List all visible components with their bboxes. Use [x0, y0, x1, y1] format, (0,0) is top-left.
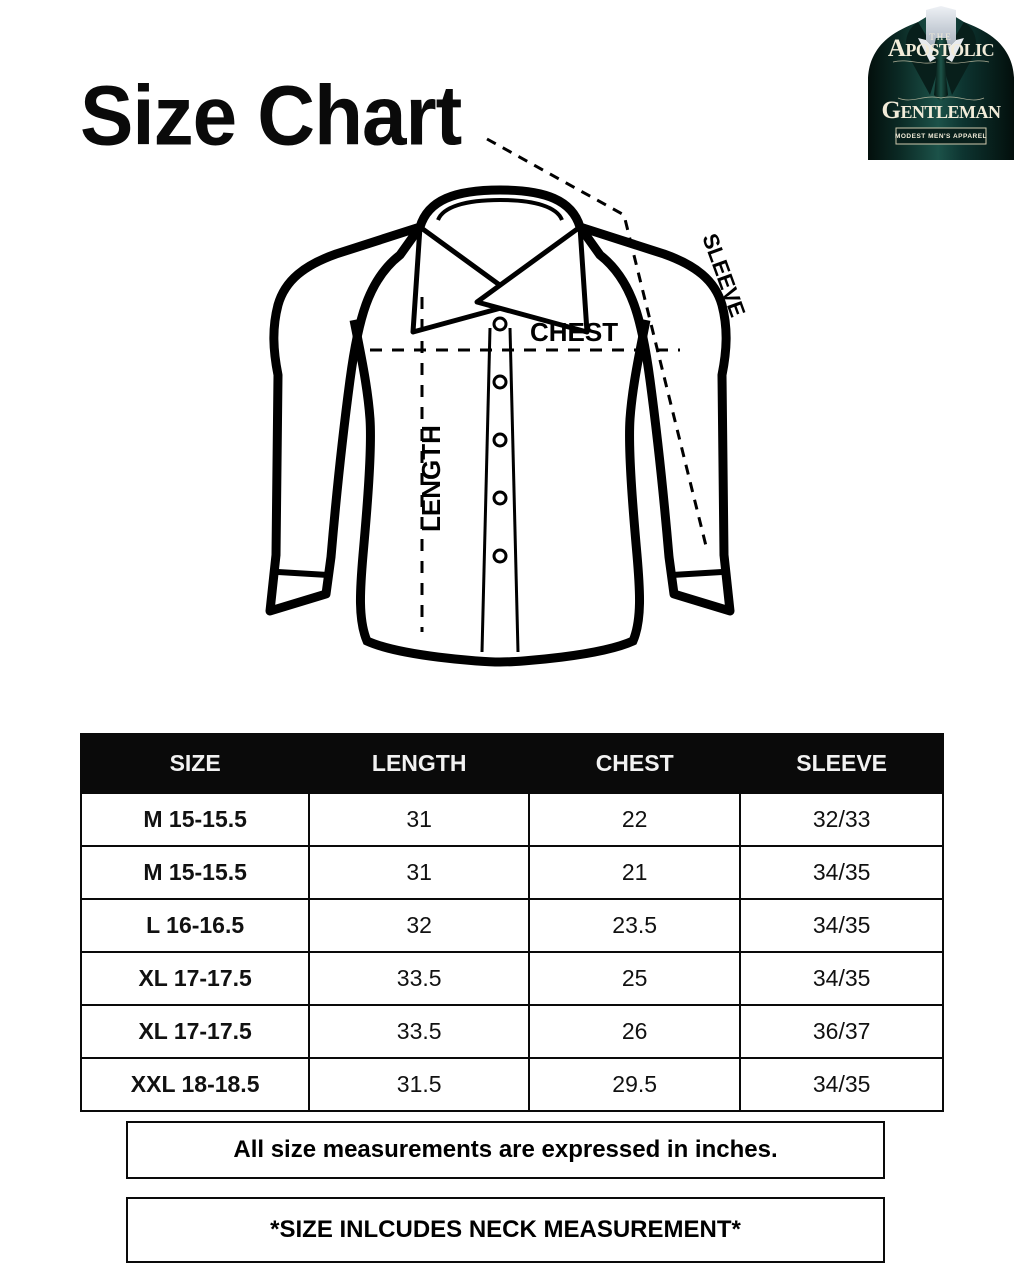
svg-text:CHEST: CHEST	[530, 317, 618, 347]
svg-text:LENGTH: LENGTH	[416, 425, 446, 532]
